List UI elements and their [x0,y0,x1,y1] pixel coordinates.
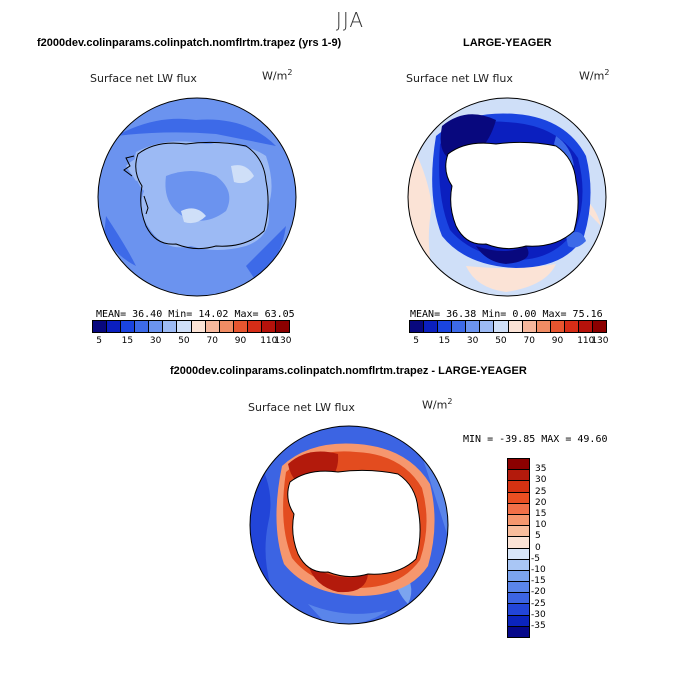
season-title: JJA [335,8,365,32]
panel-3-colorbar-swatch-14 [508,615,529,627]
panel-1-colorbar: 5 15 30 50 70 90 110 130 [92,320,292,347]
panel-1-variable-label: Surface net LW flux [90,72,197,85]
panel-1-colorbar-swatch-3 [135,321,150,332]
panel-1-colorbar-swatch-1 [107,321,122,332]
panel-3-colorbar-swatch-0 [508,459,529,471]
panel-2-colorbar-swatch-10 [550,321,565,332]
panel-1-colorbar-tick-label: 5 [96,336,102,346]
panel-2-colorbar-tick-label: 110 [577,336,595,346]
panel-2-polar-map [407,97,607,297]
panel-1-colorbar-swatch-11 [247,321,262,332]
panel-3-colorbar-swatch-4 [508,503,529,515]
panel-3-colorbar: 35 30 25 20 15 10 5 0 -5 -10 -15 -20 -25 -30 -35 [507,458,546,638]
panel-2-colorbar-tick-label: 50 [495,336,507,346]
panel-1-colorbar-tick-label: 15 [121,336,134,346]
panel-3-colorbar-swatch-15 [508,626,529,637]
panel-2-colorbar-tick-label: 15 [438,336,451,346]
panel-2-colorbar-swatch-5 [480,321,495,332]
panel-3-colorbar-swatch-11 [508,582,529,594]
panel-1-colorbar-swatch-12 [261,321,277,332]
panel-3-colorbar-tick-label: 30 [535,475,547,486]
panel-3-colorbar-tick-label: 35 [535,464,547,475]
panel-2-colorbar-swatch-1 [424,321,439,332]
panel-3-colorbar-swatch-1 [508,470,529,482]
panel-2-colorbar-swatch-2 [438,321,453,332]
panel-1-colorbar-swatch-13 [276,321,290,332]
panel-2-colorbar-swatch-3 [452,321,467,332]
panel-1-colorbar-tick-label: 90 [234,336,247,346]
panel-2-colorbar-swatch-11 [564,321,579,332]
panel-1-colorbar-tick-label: 70 [206,336,218,346]
panel-3-colorbar-tick-label: -20 [531,587,546,598]
panel-3-colorbar-swatch-12 [508,593,529,605]
panel-3-colorbar-swatch-3 [508,492,529,504]
panel-3-colorbar-swatch-10 [508,570,529,583]
panel-2-variable-label: Surface net LW flux [406,72,513,85]
panel-3-colorbar-tick-label: -10 [531,565,546,575]
panel-1-colorbar-swatch-9 [219,321,234,332]
panel-3-stats: MIN = -39.85 MAX = 49.60 [463,434,608,445]
panel-3-colorbar-tick-label: 20 [535,497,547,508]
panel-1-colorbar-swatch-8 [205,321,220,332]
panel-2-stats: MEAN= 36.38 Min= 0.00 Max= 75.16 [410,309,603,320]
panel-3-polar-map [249,425,449,625]
panel-3-colorbar-swatch-2 [508,481,529,493]
panel-3-colorbar-swatch-9 [508,559,529,571]
panel-3-colorbar-tick-label: 10 [535,520,547,531]
panel-2-colorbar-tick-label: 90 [551,336,564,346]
panel-1-colorbar-swatch-10 [233,321,248,332]
panel-2-colorbar-swatch-4 [466,321,481,332]
panel-2-colorbar-swatch-8 [522,321,537,332]
panel-1-colorbar-swatch-2 [121,321,136,332]
panel-1-colorbar-tick-label: 110 [260,336,278,346]
panel-1-colorbar-swatch-0 [93,321,108,332]
panel-3-variable-label: Surface net LW flux [248,401,355,414]
panel-2-colorbar-swatch-6 [494,321,509,332]
panel-3-colorbar-tick-label: -25 [531,598,546,609]
panel-2-colorbar-tick-label: 5 [413,336,419,346]
panel-1-colorbar-swatch-6 [177,321,192,332]
panel-2-colorbar-swatch-7 [508,321,523,332]
panel-1-units: W/m2 [262,68,293,83]
panel-1-colorbar-swatch-5 [163,321,178,332]
panel-2-colorbar-swatch-0 [410,321,425,332]
panel-3-colorbar-swatch-5 [508,514,529,527]
panel-3-colorbar-tick-label: 5 [535,531,541,542]
panel-3-colorbar-swatch-6 [508,526,529,538]
panel-3-colorbar-tick-label: 0 [535,542,541,553]
panel-2-colorbar-tick-label: 130 [591,336,609,346]
panel-2-colorbar-tick-label: 30 [466,336,479,346]
panel-1-title: f2000dev.colinparams.colinpatch.nomflrtm… [37,37,342,49]
panel-3-units: W/m2 [422,397,453,412]
panel-3-colorbar-tick-label: -15 [531,576,546,587]
panel-3-colorbar-tick-label: -30 [531,609,546,620]
panel-2-colorbar-tick-label: 70 [523,336,535,346]
panel-3-colorbar-swatch-8 [508,548,529,560]
panel-1-colorbar-tick-label: 130 [274,336,292,346]
panel-3-title: f2000dev.colinparams.colinpatch.nomflrtm… [170,365,527,377]
panel-3-colorbar-tick-label: -35 [531,621,546,631]
panel-3-colorbar-swatch-7 [508,537,529,549]
panel-3-colorbar-tick-label: -5 [531,553,540,564]
panel-2-colorbar-swatch-13 [593,321,607,332]
panel-1-colorbar-tick-label: 50 [178,336,190,346]
panel-3-colorbar-swatch-13 [508,604,529,616]
panel-3-colorbar-tick-label: 15 [535,509,547,519]
panel-2-colorbar-swatch-9 [536,321,551,332]
panel-2-title: LARGE-YEAGER [463,37,552,49]
panel-2-colorbar: 5 15 30 50 70 90 110 130 [409,320,609,347]
panel-1-colorbar-swatch-4 [149,321,164,332]
panel-3-colorbar-tick-label: 25 [535,486,547,497]
panel-2-colorbar-swatch-12 [578,321,594,332]
panel-1-colorbar-swatch-7 [191,321,206,332]
panel-1-polar-map [97,97,297,297]
panel-1-stats: MEAN= 36.40 Min= 14.02 Max= 63.05 [96,309,295,320]
panel-2-units: W/m2 [579,68,610,83]
panel-1-colorbar-tick-label: 30 [149,336,162,346]
